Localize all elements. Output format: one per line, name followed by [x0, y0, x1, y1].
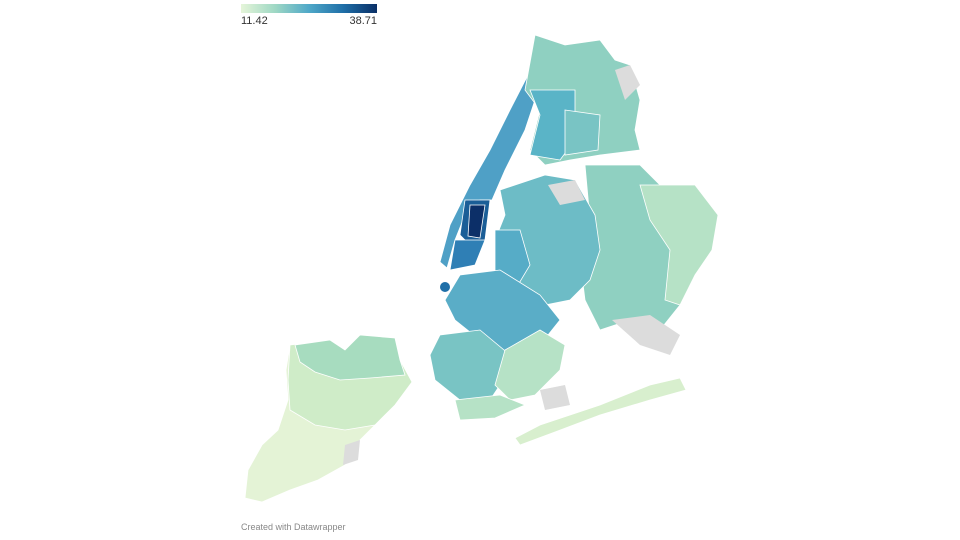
- region: [294, 334, 406, 381]
- legend-max: 38.71: [349, 15, 377, 27]
- region: [564, 109, 601, 156]
- no-data-area: [612, 315, 680, 355]
- region: [467, 204, 486, 239]
- legend-min: 11.42: [241, 15, 268, 27]
- region: [639, 184, 719, 306]
- island: [440, 282, 450, 292]
- no-data-area: [548, 180, 585, 205]
- region: [529, 89, 576, 161]
- region: [514, 377, 687, 446]
- no-data-area: [540, 385, 570, 410]
- legend-bar: [241, 4, 377, 13]
- footer: Created with Datawrapper: [241, 522, 346, 532]
- map: [244, 34, 719, 503]
- region: [454, 394, 527, 421]
- region: [449, 239, 486, 271]
- region: [494, 329, 566, 401]
- no-data-area: [343, 440, 360, 465]
- no-data-area: [615, 65, 640, 100]
